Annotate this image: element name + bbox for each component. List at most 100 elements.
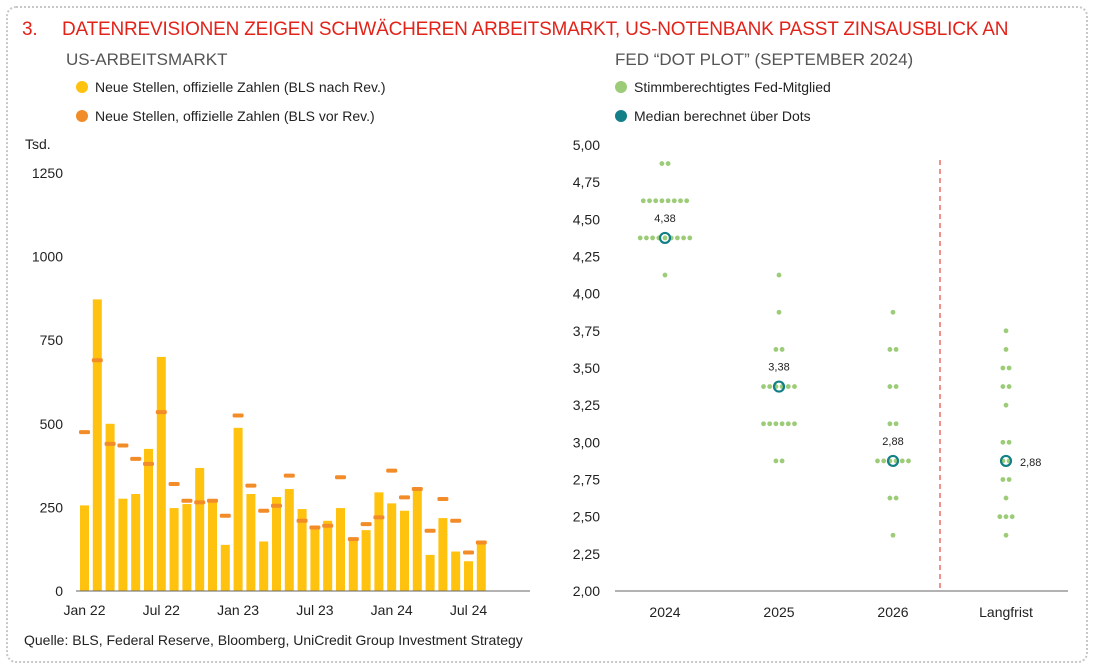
bar-after-revision xyxy=(400,510,409,591)
fed-member-dot xyxy=(1003,514,1009,520)
fed-member-dot xyxy=(890,309,896,315)
fed-member-dot xyxy=(906,458,911,464)
marker-before-revision xyxy=(347,537,359,542)
fed-member-dot xyxy=(678,198,683,204)
fed-member-dot xyxy=(684,198,690,204)
x-tick-label: 2026 xyxy=(877,604,908,620)
x-tick-label: 2025 xyxy=(763,604,794,620)
marker-before-revision xyxy=(386,468,398,473)
fed-member-dot xyxy=(785,421,791,427)
bar-after-revision xyxy=(169,508,179,591)
fed-member-dot xyxy=(681,235,686,241)
bar-after-revision xyxy=(233,427,243,591)
median-value-label: 2,88 xyxy=(882,436,903,448)
y-tick-label: 2,00 xyxy=(573,583,600,599)
marker-before-revision xyxy=(271,503,282,508)
median-dot xyxy=(886,454,900,468)
y-tick-label: 4,00 xyxy=(573,286,600,302)
fed-member-dot xyxy=(887,421,893,427)
bar-after-revision xyxy=(310,528,320,591)
fed-member-dot xyxy=(761,384,766,389)
y-tick-label: 5,00 xyxy=(573,137,600,153)
marker-before-revision xyxy=(411,487,423,492)
fed-member-dot xyxy=(662,235,668,241)
marker-before-revision xyxy=(168,481,180,486)
marker-before-revision xyxy=(194,500,206,505)
bar-after-revision xyxy=(476,543,486,591)
fed-member-dot xyxy=(1003,328,1009,334)
fed-member-dot xyxy=(653,198,659,204)
fed-member-dot xyxy=(887,495,893,501)
left-chart-title: US-ARBEITSMARKT xyxy=(66,50,228,69)
bar-after-revision xyxy=(412,487,422,591)
marker-before-revision xyxy=(245,483,257,488)
bar-after-revision xyxy=(220,544,230,591)
source-note: Quelle: BLS, Federal Reserve, Bloomberg,… xyxy=(24,632,523,648)
fed-member-dot xyxy=(887,347,893,352)
bar-after-revision xyxy=(464,561,473,591)
bar-after-revision xyxy=(425,554,435,591)
y-tick-label: 500 xyxy=(40,416,64,432)
fed-member-dot xyxy=(659,198,665,204)
panel-frame xyxy=(6,6,1088,663)
marker-before-revision xyxy=(283,473,295,478)
y-tick-label: 2,75 xyxy=(573,472,600,488)
x-tick-label: Langfrist xyxy=(979,604,1033,620)
fed-member-dot xyxy=(675,235,680,241)
y-tick-label: 3,00 xyxy=(573,434,600,450)
figure-number: 3. xyxy=(22,19,38,40)
marker-before-revision xyxy=(399,495,410,500)
bar-after-revision xyxy=(208,501,217,591)
bar-after-revision xyxy=(323,520,333,591)
bar-after-revision xyxy=(105,423,115,591)
marker-before-revision xyxy=(360,522,372,527)
y-tick-label: 0 xyxy=(55,583,63,599)
fed-member-dot xyxy=(644,235,649,241)
bar-after-revision xyxy=(374,492,384,591)
fed-member-dot xyxy=(893,495,899,501)
fed-member-dot xyxy=(665,198,671,204)
y-tick-label: 4,75 xyxy=(573,174,600,190)
fed-member-dot xyxy=(659,161,665,166)
fed-member-dot xyxy=(1006,439,1012,445)
fed-member-dot xyxy=(665,161,671,166)
fed-member-dot xyxy=(899,458,905,464)
legend-item-after-revision: Neue Stellen, offizielle Zahlen (BLS nac… xyxy=(76,79,386,95)
bar-after-revision xyxy=(284,489,294,591)
fed-member-dot xyxy=(650,235,655,241)
marker-before-revision xyxy=(143,461,154,466)
marker-before-revision xyxy=(373,515,385,520)
marker-before-revision xyxy=(258,508,270,513)
median-dot xyxy=(999,454,1013,468)
fed-member-dot xyxy=(1000,365,1006,371)
fed-member-dot xyxy=(779,421,785,427)
fed-member-dot xyxy=(1000,439,1006,445)
fed-member-dot xyxy=(792,384,797,389)
marker-before-revision xyxy=(232,413,244,418)
fed-member-dot xyxy=(767,421,773,427)
marker-before-revision xyxy=(450,518,462,523)
fed-member-dot xyxy=(893,347,899,352)
fed-member-dot xyxy=(1006,384,1012,389)
bar-after-revision xyxy=(451,551,461,591)
figure-title: DATENREVISIONEN ZEIGEN SCHWÄCHEREN ARBEI… xyxy=(62,19,1009,40)
fed-member-dot xyxy=(1003,402,1009,408)
bar-after-revision xyxy=(80,505,89,591)
fed-member-dot xyxy=(773,347,779,352)
marker-before-revision xyxy=(219,513,231,518)
y-tick-label: 4,50 xyxy=(573,211,600,227)
fed-member-dot xyxy=(640,198,646,204)
y-tick-label: 4,25 xyxy=(573,249,600,265)
legend-yellow-dot-icon xyxy=(76,81,88,93)
y-tick-label: 3,25 xyxy=(573,397,600,413)
legend-item-median: Median berechnet über Dots xyxy=(615,108,811,124)
fed-member-dot xyxy=(887,384,893,389)
fed-member-dot xyxy=(662,272,668,278)
fed-member-dot xyxy=(1003,532,1009,538)
median-value-label: 2,88 xyxy=(1020,457,1041,469)
fed-member-dot xyxy=(1003,495,1009,501)
fed-member-dot xyxy=(1000,477,1006,482)
fed-member-dot xyxy=(773,458,779,464)
legend-label: Neue Stellen, offizielle Zahlen (BLS vor… xyxy=(95,108,375,124)
